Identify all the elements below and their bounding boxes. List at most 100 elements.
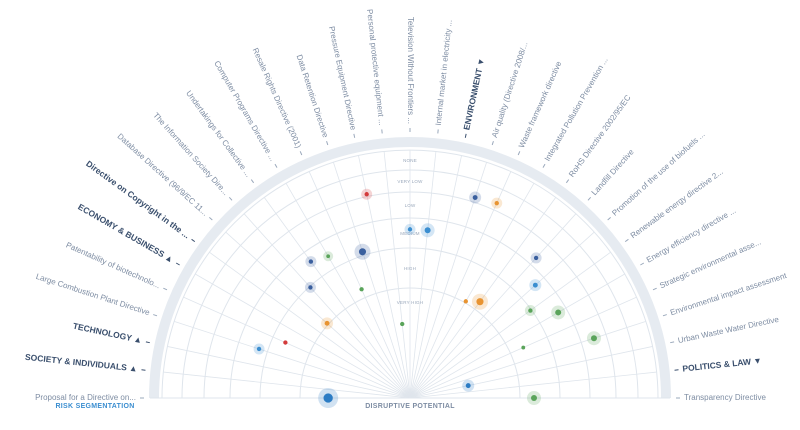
tick xyxy=(624,238,629,243)
risk-segmentation-label[interactable]: RISK SEGMENTATION xyxy=(55,403,134,410)
item-dot[interactable] xyxy=(256,346,262,352)
category-label[interactable]: POLITICS & LAW ▼ xyxy=(682,355,762,373)
item-dot[interactable] xyxy=(532,282,538,288)
item-dot[interactable] xyxy=(528,308,533,313)
spoke xyxy=(243,213,411,399)
item-dot[interactable] xyxy=(358,248,367,256)
item-dot[interactable] xyxy=(521,345,526,350)
spoke xyxy=(409,197,557,399)
category-label[interactable]: Directive on Copyright in the ... xyxy=(84,158,192,240)
spoke xyxy=(409,213,577,399)
ring-labels: NONE VERY LOW LOW MEDIUM HIGH VERY HIGH xyxy=(397,158,423,305)
item-dot[interactable] xyxy=(465,383,471,389)
tick xyxy=(274,163,278,168)
spoke xyxy=(409,251,611,399)
item-dot[interactable] xyxy=(407,227,413,232)
item-label[interactable]: Internal market in electricity ... xyxy=(434,19,454,126)
item-label[interactable]: Urban Waste Water Directive xyxy=(677,315,780,345)
item-label[interactable]: Pressure Equipment Directive xyxy=(327,25,358,131)
spoke xyxy=(409,371,657,399)
tick xyxy=(250,179,255,184)
item-label[interactable]: Promotion of the use of biofuels ... xyxy=(610,130,706,218)
tick xyxy=(464,133,467,138)
spoke xyxy=(174,320,411,399)
category-label[interactable]: TECHNOLOGY ▲ xyxy=(72,321,143,345)
spoke xyxy=(308,171,411,399)
spoke xyxy=(183,296,411,399)
item-dot[interactable] xyxy=(476,298,484,306)
spoke xyxy=(409,155,462,399)
tick xyxy=(175,262,180,266)
item-label[interactable]: Landfill Directive xyxy=(590,147,636,197)
item-dot[interactable] xyxy=(400,321,405,327)
spoke xyxy=(163,371,411,399)
spoke xyxy=(209,251,411,399)
tick xyxy=(191,238,196,243)
item-dot[interactable] xyxy=(424,227,431,234)
item-label[interactable]: The Information Society Dire... xyxy=(151,111,230,197)
item-dot[interactable] xyxy=(326,254,331,259)
ring-label: HIGH xyxy=(404,266,416,271)
axis-label: DISRUPTIVE POTENTIAL xyxy=(365,403,455,410)
outer-band xyxy=(149,137,671,399)
radar-spokes xyxy=(140,128,680,399)
item-label[interactable]: Air quality (Directive 2008/... xyxy=(490,41,529,139)
item-dot[interactable] xyxy=(323,393,333,403)
item-dot[interactable] xyxy=(283,340,288,345)
spoke xyxy=(409,183,535,399)
tick xyxy=(542,163,546,168)
tick xyxy=(326,141,329,146)
item-dot[interactable] xyxy=(531,395,537,401)
item-label[interactable]: Transparency Directive xyxy=(684,393,767,402)
ring-label: VERY HIGH xyxy=(397,300,423,305)
item-dot[interactable] xyxy=(590,335,597,342)
item-label[interactable]: Personal protective equipment ... xyxy=(365,9,386,126)
tick xyxy=(209,216,213,221)
tick xyxy=(640,262,645,266)
tick xyxy=(299,151,303,156)
item-dot[interactable] xyxy=(364,192,369,197)
item-label[interactable]: Television Without Frontiers ... xyxy=(406,17,415,124)
item-dot[interactable] xyxy=(324,320,330,326)
spoke xyxy=(225,231,411,399)
spoke xyxy=(195,273,411,399)
item-dot[interactable] xyxy=(555,309,562,316)
spoke xyxy=(409,320,646,399)
tick xyxy=(607,216,611,221)
item-dot[interactable] xyxy=(494,200,499,206)
ring-label: NONE xyxy=(403,158,417,163)
category-label[interactable]: ENVIRONMENT ▼ xyxy=(461,57,486,131)
category-label[interactable]: SOCIETY & INDIVIDUALS ▲ xyxy=(25,352,139,374)
spoke xyxy=(263,197,411,399)
item-dots xyxy=(253,188,601,408)
item-label[interactable]: Data Retention Directive xyxy=(295,53,331,139)
tick xyxy=(145,341,150,344)
item-label[interactable]: Database Directive (96/9/EC 11... xyxy=(116,132,210,218)
tick xyxy=(228,197,233,201)
item-label[interactable]: Proposal for a Directive on... xyxy=(35,393,136,402)
tick xyxy=(565,179,570,184)
item-dot[interactable] xyxy=(359,287,364,292)
item-dot[interactable] xyxy=(472,195,478,200)
tick xyxy=(353,133,356,138)
item-dot[interactable] xyxy=(308,259,314,264)
tick xyxy=(517,151,521,156)
tick xyxy=(491,141,494,146)
tick xyxy=(163,287,168,291)
ring-label: MEDIUM xyxy=(400,231,419,236)
ring-label: VERY LOW xyxy=(397,179,423,184)
tick xyxy=(153,314,158,317)
tick xyxy=(670,341,675,344)
ring-label: LOW xyxy=(405,203,416,208)
spoke xyxy=(285,183,411,399)
item-dot[interactable] xyxy=(308,285,313,290)
spoke xyxy=(332,162,411,399)
spoke xyxy=(409,171,512,399)
tick xyxy=(652,287,657,291)
spoke xyxy=(167,346,411,399)
spoke xyxy=(409,273,625,399)
spoke xyxy=(409,162,488,399)
item-dot[interactable] xyxy=(463,299,468,304)
item-dot[interactable] xyxy=(533,255,539,261)
